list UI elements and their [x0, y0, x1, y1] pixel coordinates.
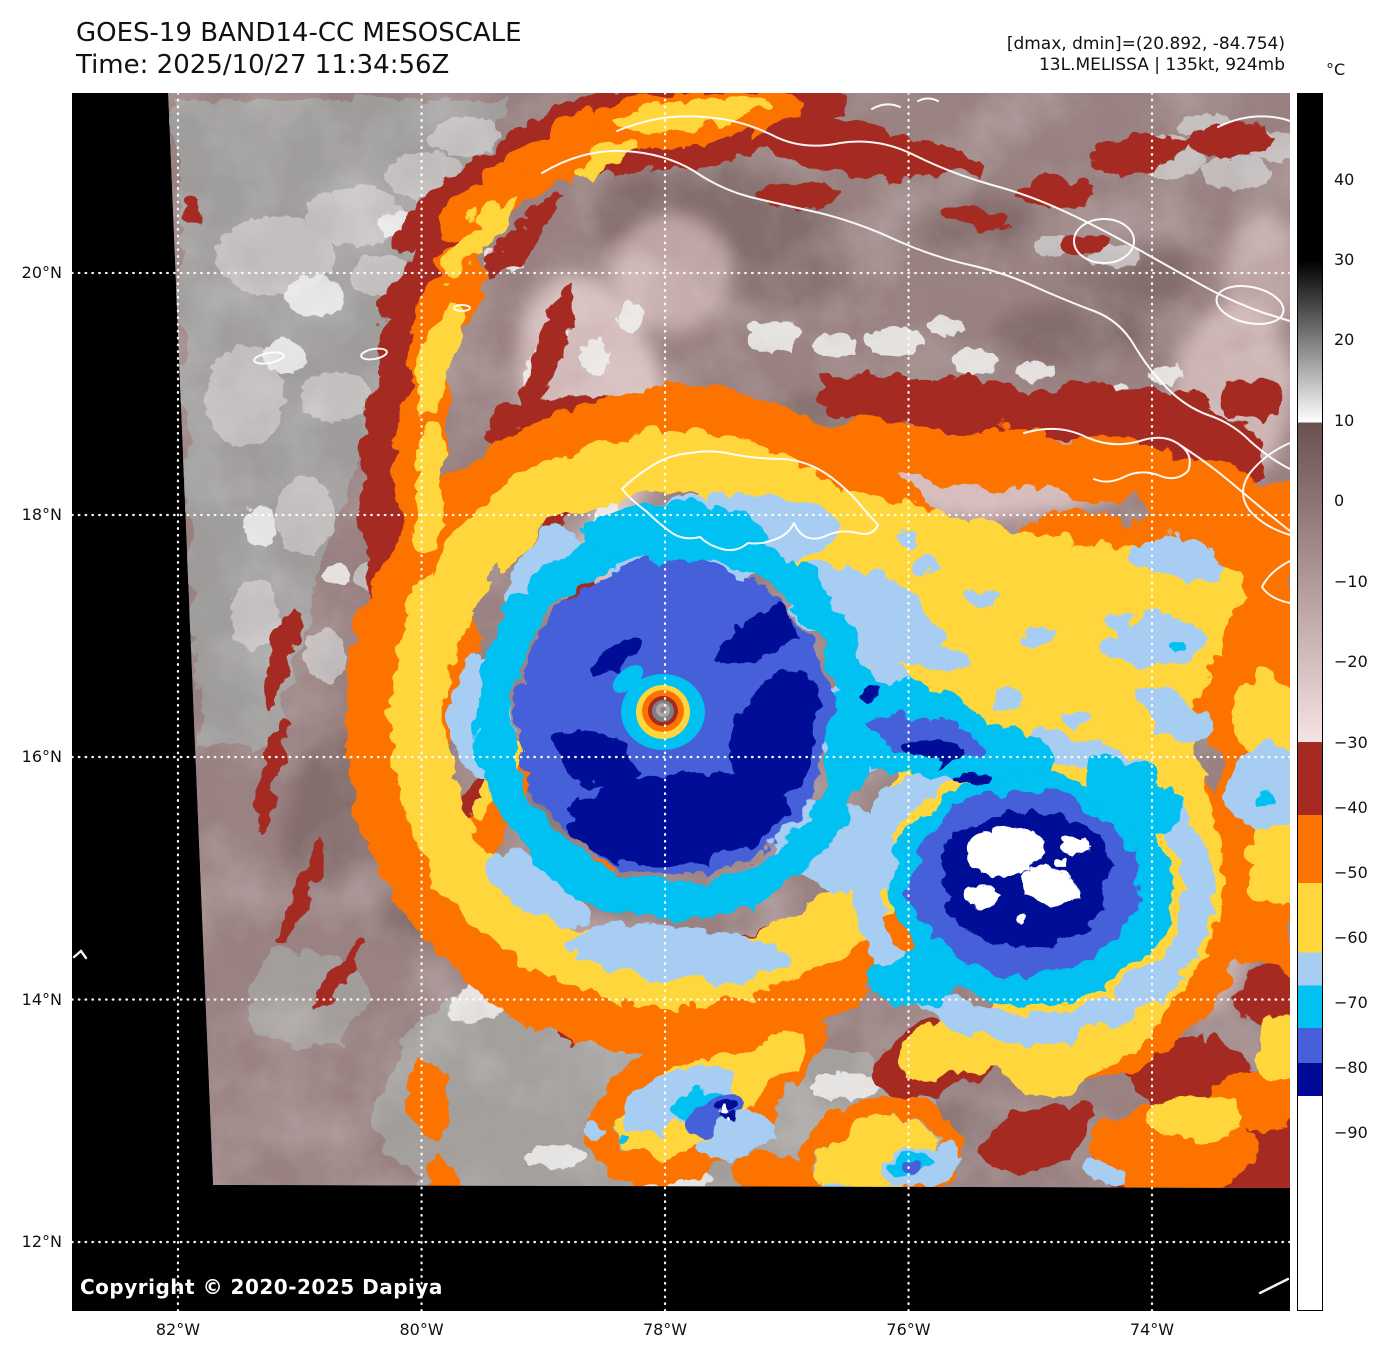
- copyright-watermark: Copyright © 2020-2025 Dapiya: [80, 1275, 443, 1299]
- colorbar-tick-label: 10: [1334, 411, 1355, 431]
- longitude-tick-label: 74°W: [1129, 1320, 1175, 1339]
- hurricane-eye: [612, 665, 705, 750]
- colorbar-tick-label: 40: [1334, 170, 1355, 190]
- annotation-block: [dmax, dmin]=(20.892, -84.754) 13L.MELIS…: [1007, 34, 1285, 76]
- cuba-southeast-coastline: [1023, 427, 1290, 532]
- cuba-north-coastline: [616, 115, 1290, 322]
- colorbar-tick-label: 30: [1334, 250, 1355, 270]
- title-block: GOES-19 BAND14-CC MESOSCALE Time: 2025/1…: [76, 18, 522, 80]
- haiti-coastline: [1242, 442, 1290, 604]
- colorbar-tick-label: −80: [1334, 1057, 1368, 1077]
- storm-info-annotation: 13L.MELISSA | 135kt, 924mb: [1038, 55, 1285, 75]
- graticule-gridlines: [72, 93, 1290, 1311]
- colorbar-tick-label: 0: [1334, 491, 1345, 511]
- colorbar-tick-label: 20: [1334, 330, 1355, 350]
- latitude-tick-label: 14°N: [21, 989, 62, 1009]
- coldest-white-layer: [717, 822, 1086, 1118]
- timestamp: Time: 2025/10/27 11:34:56Z: [76, 50, 450, 80]
- colorbar-tick-label: −40: [1334, 797, 1368, 817]
- colorbar-tick-label: −70: [1334, 992, 1368, 1012]
- colorbar: [1297, 93, 1323, 1311]
- inagua-island-outline: [1215, 285, 1285, 325]
- coastline-fragments-black-area: [72, 949, 1290, 1295]
- colorbar-tick-label: −20: [1334, 652, 1368, 672]
- satellite-data-region: [168, 93, 1290, 1188]
- cay-fragments: [871, 97, 939, 110]
- colorbar-unit-label: °C: [1326, 60, 1346, 79]
- colorbar-tick-label: −30: [1334, 732, 1368, 752]
- colorbar-tick-label: −90: [1334, 1122, 1368, 1142]
- colorbar-tick-label: −50: [1334, 862, 1368, 882]
- satellite-image: [72, 93, 1290, 1311]
- longitude-tick-label: 80°W: [399, 1320, 444, 1339]
- latitude-tick-label: 20°N: [21, 263, 62, 283]
- longitude-tick-label: 76°W: [886, 1320, 931, 1339]
- cayman-island-outline: [453, 304, 471, 312]
- satellite-map-panel: [72, 93, 1290, 1311]
- cayman-island-outline-2: [360, 347, 388, 361]
- latitude-tick-label: 16°N: [21, 747, 62, 767]
- longitude-tick-label: 78°W: [642, 1320, 688, 1339]
- colorbar-tick-label: −60: [1334, 927, 1368, 947]
- latitude-tick-label: 12°N: [21, 1232, 62, 1252]
- cayman-island-outline-3: [253, 351, 285, 365]
- colorbar-tick-label: −10: [1334, 572, 1368, 592]
- jamaica-coastline: [621, 450, 879, 552]
- longitude-tick-label: 82°W: [155, 1320, 201, 1339]
- bahamas-fragment: [1217, 115, 1290, 128]
- latitude-tick-label: 18°N: [21, 505, 62, 525]
- bahamas-island-outline: [1073, 218, 1135, 264]
- cuba-south-coastline: [541, 149, 1290, 470]
- page-title: GOES-19 BAND14-CC MESOSCALE: [76, 18, 522, 48]
- coastline-overlay: [253, 97, 1290, 604]
- data-range-annotation: [dmax, dmin]=(20.892, -84.754): [1006, 34, 1285, 54]
